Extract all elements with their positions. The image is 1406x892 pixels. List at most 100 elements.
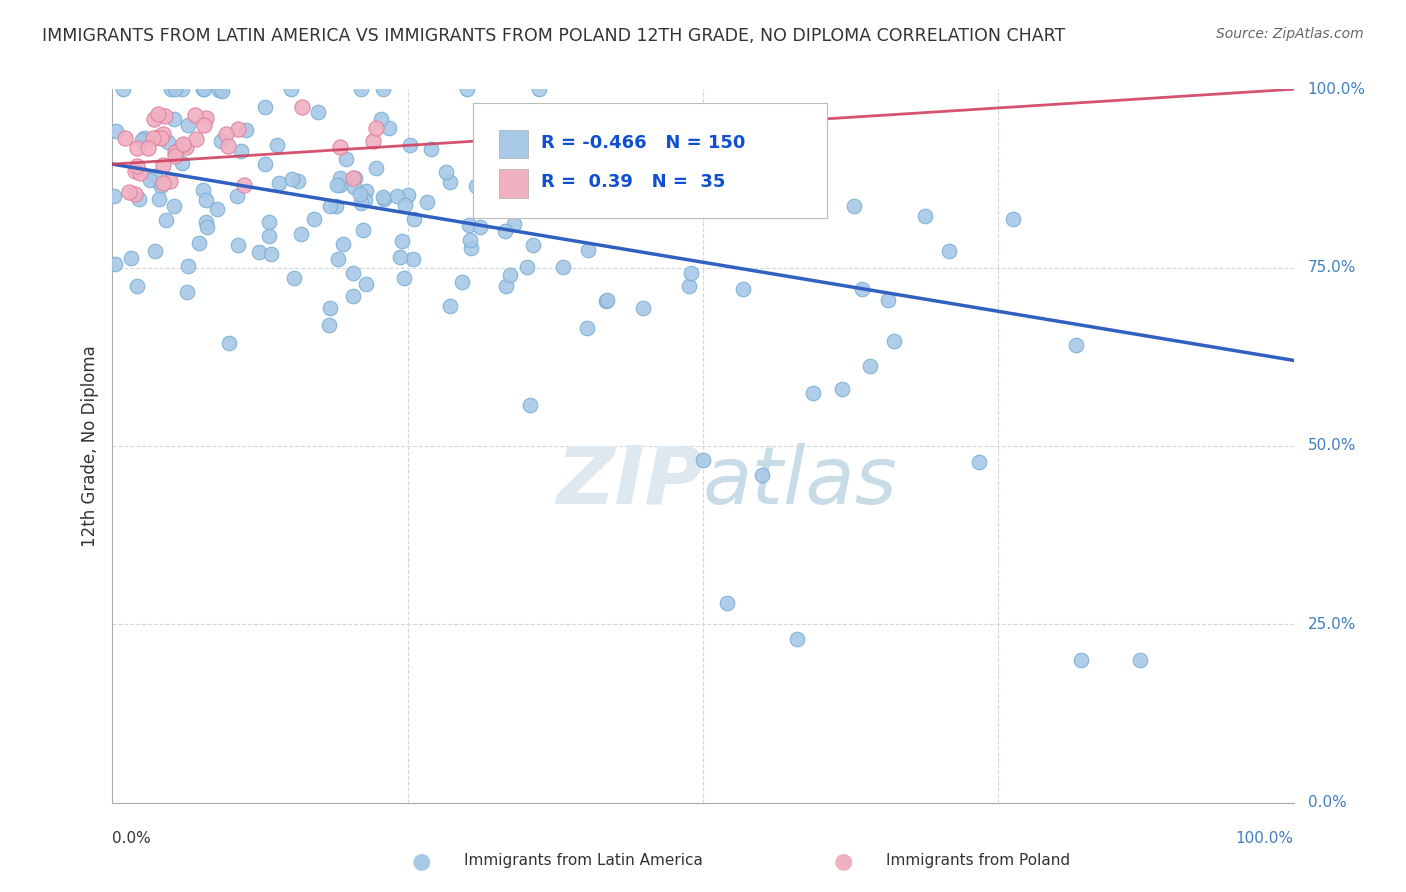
Point — [259, 229, 281, 244]
Point — [576, 321, 599, 335]
Point — [516, 260, 538, 274]
Point — [349, 186, 371, 201]
Point — [319, 301, 342, 315]
Point — [356, 185, 378, 199]
Point — [366, 121, 388, 136]
Point — [416, 195, 439, 210]
Point — [364, 161, 387, 175]
Point — [193, 182, 215, 196]
Point — [630, 186, 652, 200]
Point — [163, 149, 186, 163]
Point — [260, 247, 283, 261]
Text: 100.0%: 100.0% — [1308, 82, 1365, 96]
Point — [118, 186, 141, 200]
Text: atlas: atlas — [703, 442, 898, 521]
Point — [267, 176, 290, 190]
Point — [160, 82, 183, 96]
Text: Immigrants from Latin America: Immigrants from Latin America — [464, 854, 703, 868]
Point — [716, 596, 738, 610]
Point — [194, 111, 217, 125]
Point — [291, 100, 314, 114]
Point — [173, 137, 195, 152]
Point — [780, 153, 803, 168]
Text: Immigrants from Poland: Immigrants from Poland — [886, 854, 1070, 868]
Point — [402, 252, 425, 266]
Text: 100.0%: 100.0% — [1236, 831, 1294, 847]
Point — [290, 227, 312, 241]
Point — [176, 285, 198, 299]
Point — [488, 151, 510, 165]
Point — [253, 99, 276, 113]
Point — [152, 128, 174, 142]
Point — [914, 209, 936, 223]
Point — [281, 172, 304, 186]
Point — [373, 82, 395, 96]
Point — [159, 174, 181, 188]
Point — [229, 145, 252, 159]
Point — [155, 213, 177, 227]
Point — [1001, 211, 1024, 226]
Point — [342, 171, 364, 186]
Bar — [499, 169, 529, 198]
Point — [319, 199, 342, 213]
Point — [342, 289, 364, 303]
Point — [609, 182, 631, 196]
Point — [103, 257, 125, 271]
Point — [439, 175, 461, 189]
Point — [254, 156, 277, 170]
Text: 25.0%: 25.0% — [1308, 617, 1355, 632]
Point — [184, 132, 207, 146]
Point — [125, 279, 148, 293]
Point — [174, 140, 197, 154]
Point — [226, 122, 249, 136]
Point — [370, 112, 392, 126]
Point — [551, 260, 574, 274]
Point — [215, 127, 238, 141]
Point — [468, 220, 491, 235]
Point — [211, 84, 233, 98]
Text: 0.0%: 0.0% — [112, 831, 152, 847]
Point — [503, 217, 526, 231]
Text: ●: ● — [834, 851, 853, 871]
Point — [152, 177, 174, 191]
Point — [460, 241, 482, 255]
Point — [831, 382, 853, 396]
Point — [801, 385, 824, 400]
Point — [157, 136, 180, 150]
Point — [498, 124, 520, 138]
Point — [361, 134, 384, 148]
Point — [350, 82, 373, 96]
Point — [786, 632, 808, 646]
Point — [457, 219, 479, 233]
Text: IMMIGRANTS FROM LATIN AMERICA VS IMMIGRANTS FROM POLAND 12TH GRADE, NO DIPLOMA C: IMMIGRANTS FROM LATIN AMERICA VS IMMIGRA… — [42, 27, 1066, 45]
Point — [329, 170, 352, 185]
Point — [733, 282, 755, 296]
Point — [139, 172, 162, 186]
FancyBboxPatch shape — [472, 103, 827, 218]
Point — [257, 215, 280, 229]
Point — [494, 224, 516, 238]
Point — [150, 179, 173, 194]
Point — [318, 318, 340, 332]
Point — [595, 293, 617, 308]
Point — [522, 238, 544, 252]
Point — [1129, 653, 1152, 667]
Point — [967, 455, 990, 469]
Point — [302, 212, 325, 227]
Point — [184, 108, 207, 122]
Point — [332, 237, 354, 252]
Point — [172, 136, 194, 151]
Point — [146, 107, 169, 121]
Point — [633, 301, 655, 316]
Point — [1064, 337, 1087, 351]
Text: R = -0.466   N = 150: R = -0.466 N = 150 — [541, 134, 745, 152]
Point — [150, 130, 173, 145]
Point — [218, 335, 240, 350]
Point — [394, 198, 416, 212]
Point — [105, 124, 128, 138]
Point — [354, 277, 377, 291]
Point — [146, 130, 169, 145]
Point — [125, 159, 148, 173]
Point — [132, 131, 155, 145]
Point — [307, 104, 329, 119]
